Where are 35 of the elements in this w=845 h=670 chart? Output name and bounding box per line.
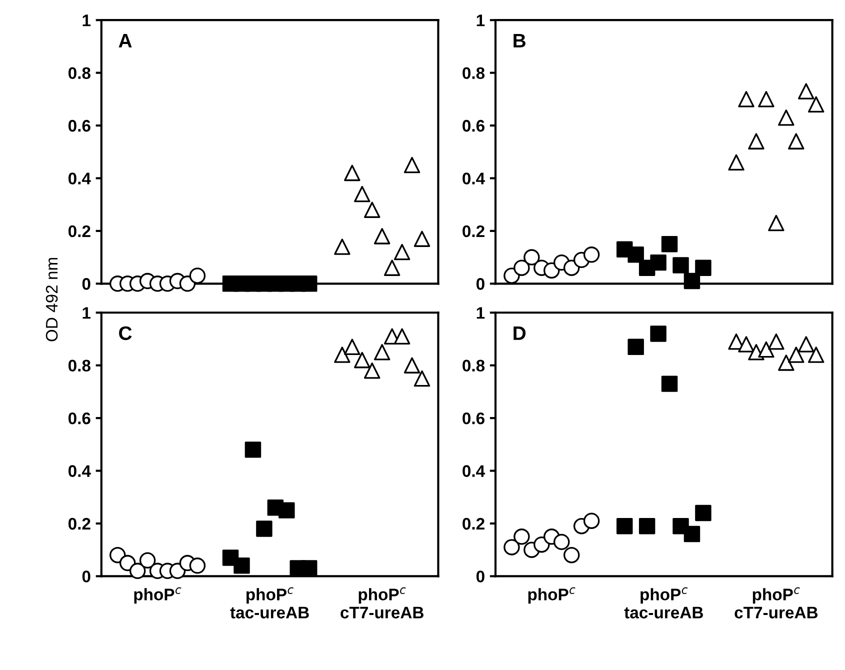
text: B: [514, 34, 526, 48]
y-tick-label: 1: [476, 307, 485, 319]
y-tick-label: 0.6: [68, 120, 90, 132]
y-tick-label: 0.8: [462, 360, 485, 372]
x-tick-label: phoP$^{c}$: [134, 587, 182, 604]
y-tick-label: 0.2: [68, 518, 90, 530]
x-tick-label: phoP$^{c}$ tac-ureAB: [230, 587, 309, 618]
y-tick-label: 0.8: [68, 67, 90, 80]
y-tick-label: 0.8: [462, 67, 485, 80]
y-axis-title: OD 492 nm: [46, 258, 58, 342]
text: A: [118, 34, 132, 48]
text: D: [514, 326, 526, 340]
y-tick-label: 0: [476, 570, 484, 582]
x-tick-label: phoP$^{c}$ tac-ureAB: [624, 587, 703, 618]
y-tick-label: 0.2: [462, 518, 484, 530]
y-tick-label: 1: [476, 14, 485, 26]
x-tick-label: phoP$^{c}$ cT7-ureAB: [734, 587, 818, 618]
x-tick-label: phoP$^{c}$: [528, 587, 576, 604]
y-tick-label: 0.6: [68, 412, 90, 424]
y-tick-label: 0.2: [462, 225, 484, 238]
y-tick-label: 0.2: [68, 225, 90, 238]
y-tick-label: 0.4: [462, 172, 485, 184]
x-tick-label: phoP$^{c}$ cT7-ureAB: [340, 587, 424, 618]
y-tick-label: 0.8: [68, 360, 90, 372]
y-tick-label: 0.6: [462, 412, 484, 424]
text: C: [119, 326, 132, 340]
y-tick-label: 0.4: [68, 172, 91, 184]
y-tick-label: 0.4: [462, 465, 485, 477]
y-tick-label: 0: [82, 570, 90, 582]
y-tick-label: 0.6: [462, 120, 484, 132]
y-tick-label: 0: [476, 278, 484, 290]
y-tick-label: 0.4: [68, 465, 91, 477]
y-tick-label: 1: [82, 307, 91, 319]
y-tick-label: 0: [82, 278, 90, 290]
y-tick-label: 1: [82, 14, 91, 26]
